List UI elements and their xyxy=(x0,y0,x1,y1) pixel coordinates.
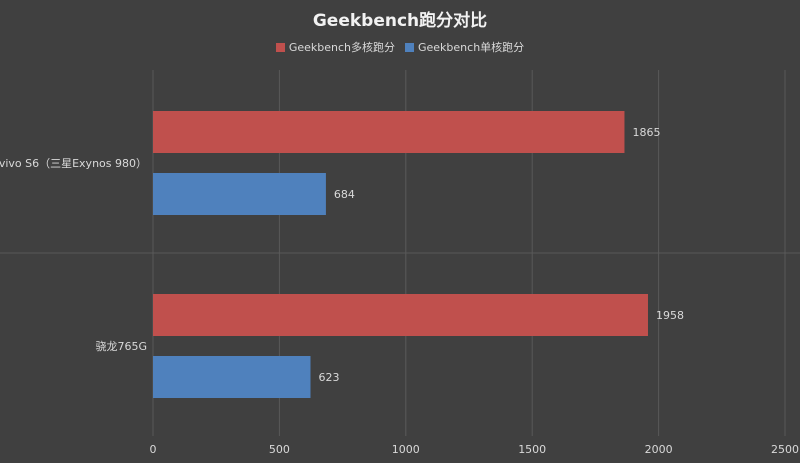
category-label-0: vivo S6（三星Exynos 980） xyxy=(0,157,147,170)
x-tick-label-3: 1500 xyxy=(518,443,546,456)
x-tick-label-2: 1000 xyxy=(392,443,420,456)
bar-multicore-1 xyxy=(153,294,648,336)
data-label-multicore-1: 1958 xyxy=(656,309,684,322)
x-tick-label-0: 0 xyxy=(150,443,157,456)
x-tick-label-5: 2500 xyxy=(771,443,799,456)
legend-item-multicore: Geekbench多核跑分 xyxy=(275,39,395,55)
legend: Geekbench多核跑分 Geekbench单核跑分 xyxy=(0,39,800,55)
data-label-singlecore-1: 623 xyxy=(318,371,339,384)
bar-singlecore-0 xyxy=(153,173,326,215)
legend-swatch-singlecore xyxy=(405,42,414,52)
bar-singlecore-1 xyxy=(153,356,311,398)
chart-title: Geekbench跑分对比 xyxy=(312,11,488,31)
legend-item-singlecore: Geekbench单核跑分 xyxy=(405,39,524,55)
data-label-multicore-0: 1865 xyxy=(632,126,660,139)
legend-label-multicore: Geekbench多核跑分 xyxy=(288,41,395,54)
legend-swatch-multicore xyxy=(275,42,285,52)
legend-label-singlecore: Geekbench单核跑分 xyxy=(418,41,525,54)
bar-multicore-0 xyxy=(153,111,625,153)
data-label-singlecore-0: 684 xyxy=(334,188,355,201)
category-label-1: 骁龙765G xyxy=(95,339,147,353)
x-tick-label-1: 500 xyxy=(269,443,290,456)
x-tick-label-4: 2000 xyxy=(645,443,673,456)
